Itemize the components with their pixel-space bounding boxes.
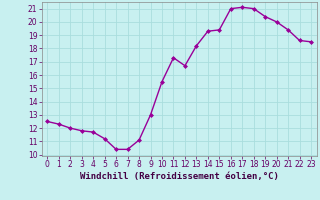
X-axis label: Windchill (Refroidissement éolien,°C): Windchill (Refroidissement éolien,°C): [80, 172, 279, 181]
